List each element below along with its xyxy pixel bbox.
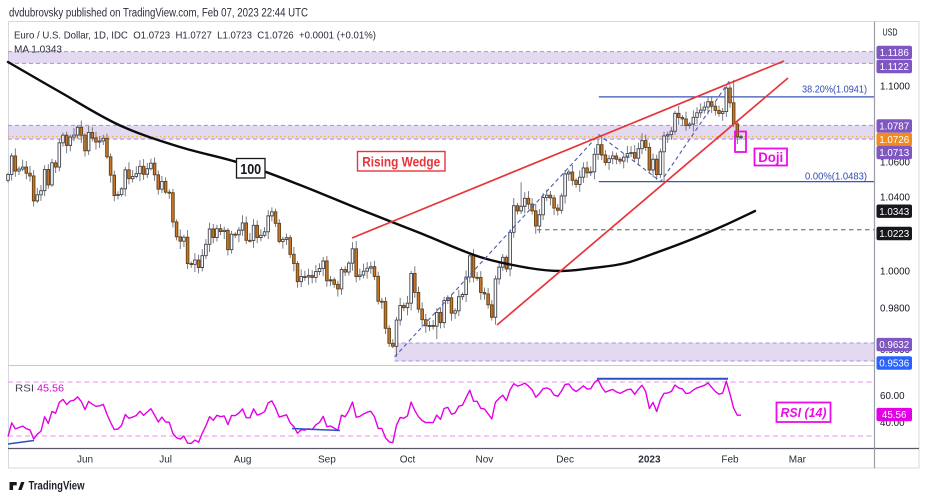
svg-text:45.56: 45.56 bbox=[37, 384, 64, 395]
svg-text:RSI (14): RSI (14) bbox=[781, 405, 827, 420]
svg-text:1.0400: 1.0400 bbox=[880, 193, 911, 204]
svg-text:1.1186: 1.1186 bbox=[880, 48, 910, 59]
svg-text:Mar: Mar bbox=[789, 455, 807, 466]
svg-text:Sep: Sep bbox=[318, 455, 336, 466]
svg-text:TradingView: TradingView bbox=[29, 481, 85, 493]
svg-text:RSI: RSI bbox=[15, 384, 34, 395]
svg-text:Oct: Oct bbox=[400, 455, 416, 466]
svg-text:60.00: 60.00 bbox=[880, 391, 905, 402]
svg-text:Euro / U.S. Dollar, 1D, IDC O: Euro / U.S. Dollar, 1D, IDC O1.0723 H1.0… bbox=[14, 31, 376, 42]
svg-text:dvdubrovsky published on Tradi: dvdubrovsky published on TradingView.com… bbox=[9, 8, 308, 20]
svg-text:1.1000: 1.1000 bbox=[880, 82, 911, 93]
svg-text:Feb: Feb bbox=[721, 455, 739, 466]
svg-text:45.56: 45.56 bbox=[882, 410, 907, 421]
svg-text:MA 1.0343: MA 1.0343 bbox=[14, 45, 62, 56]
svg-text:USD: USD bbox=[883, 28, 898, 39]
svg-text:Nov: Nov bbox=[476, 455, 494, 466]
svg-text:1.0223: 1.0223 bbox=[879, 229, 910, 240]
svg-text:0.9536: 0.9536 bbox=[879, 359, 910, 370]
svg-text:Jul: Jul bbox=[159, 455, 172, 466]
svg-text:1.1122: 1.1122 bbox=[880, 62, 909, 73]
svg-text:0.9632: 0.9632 bbox=[879, 340, 909, 351]
svg-text:Jun: Jun bbox=[77, 455, 93, 466]
svg-text:Rising Wedge: Rising Wedge bbox=[362, 154, 440, 170]
svg-text:40.00: 40.00 bbox=[880, 418, 905, 429]
svg-text:1.0343: 1.0343 bbox=[879, 207, 910, 218]
svg-text:0.9800: 0.9800 bbox=[880, 304, 911, 315]
svg-text:Aug: Aug bbox=[234, 455, 252, 466]
svg-text:Dec: Dec bbox=[556, 455, 574, 466]
svg-text:0.00%(1.0483): 0.00%(1.0483) bbox=[805, 171, 867, 183]
svg-text:1.0600: 1.0600 bbox=[880, 158, 911, 169]
svg-text:2023: 2023 bbox=[638, 455, 661, 466]
svg-text:100: 100 bbox=[240, 161, 261, 178]
svg-text:Doji: Doji bbox=[758, 150, 783, 165]
svg-text:1.0726: 1.0726 bbox=[879, 135, 910, 146]
svg-text:1.0787: 1.0787 bbox=[879, 122, 909, 133]
svg-text:38.20%(1.0941): 38.20%(1.0941) bbox=[802, 84, 867, 96]
svg-text:1.0000: 1.0000 bbox=[880, 267, 911, 278]
svg-text:1.0713: 1.0713 bbox=[879, 148, 910, 159]
